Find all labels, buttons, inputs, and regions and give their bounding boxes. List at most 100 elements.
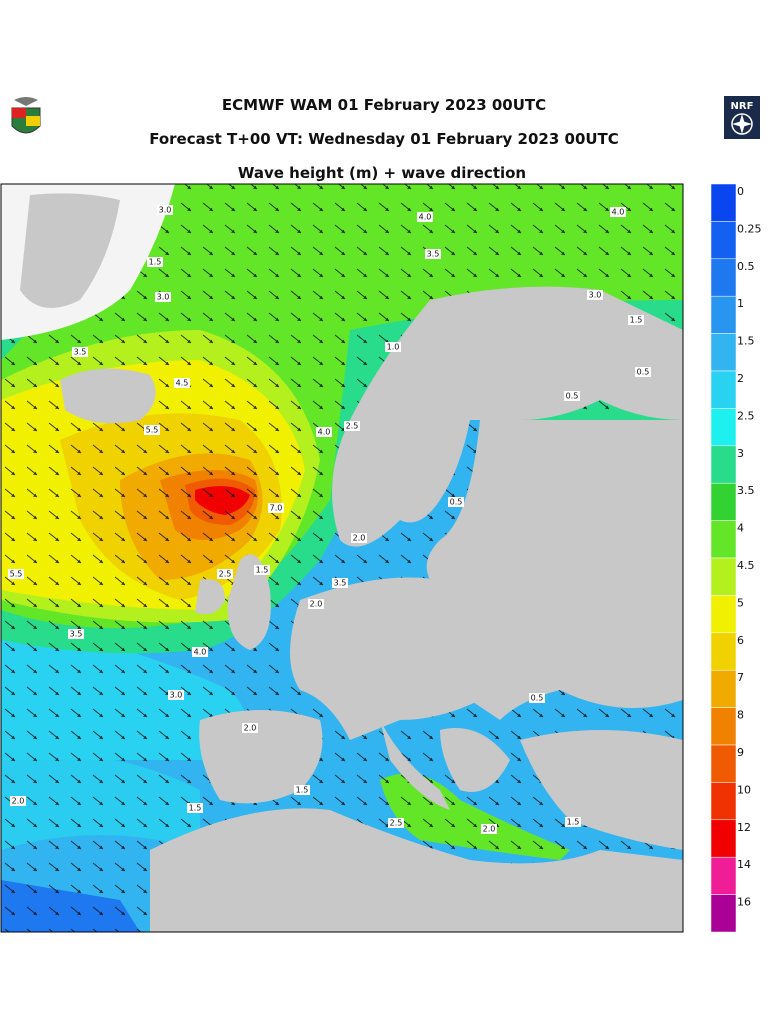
contour-label: 0.5 <box>637 368 650 377</box>
contour-label: 4.0 <box>194 648 207 657</box>
contour-label: 3.0 <box>157 293 170 302</box>
contour-label: 4.0 <box>318 428 331 437</box>
logo-text: NRF <box>731 101 754 112</box>
map-variable: Wave height (m) + wave direction <box>238 164 526 182</box>
colorbar-swatch <box>710 707 737 746</box>
contour-label: 3.0 <box>159 206 172 215</box>
contour-label-bg <box>72 347 88 357</box>
contour-label: 1.5 <box>630 316 643 325</box>
subtitle: Forecast T+00 VT: Wednesday 01 February … <box>149 130 619 148</box>
colorbar-label: 7 <box>737 671 744 684</box>
colorbar-swatch <box>710 221 737 260</box>
colorbar-label: 3.5 <box>737 484 755 497</box>
contour-label-bg <box>308 599 324 609</box>
colorbar-label: 4.5 <box>737 559 755 572</box>
colorbar-swatch <box>710 408 737 447</box>
contour-label-bg <box>417 212 433 222</box>
contour-label: 4.5 <box>176 379 189 388</box>
contour-label: 2.5 <box>219 570 232 579</box>
contour-label-bg <box>168 690 184 700</box>
contour-label: 1.5 <box>567 818 580 827</box>
colorbar-swatch <box>710 782 737 821</box>
colorbar-label: 2.5 <box>737 409 755 422</box>
colorbar-label: 5 <box>737 596 744 609</box>
contour-label-bg <box>192 647 208 657</box>
colorbar-swatch <box>710 819 737 858</box>
logo-right: NRF <box>724 96 760 139</box>
logo-left <box>11 97 41 134</box>
contour-label-bg <box>217 569 233 579</box>
contour-label-bg <box>294 785 310 795</box>
contour-label-bg <box>565 817 581 827</box>
colorbar-label: 16 <box>737 896 751 909</box>
contour-label-bg <box>157 205 173 215</box>
colorbar-label: 1.5 <box>737 335 755 348</box>
colorbar-label: 3 <box>737 447 744 460</box>
contour-label: 3.5 <box>74 348 87 357</box>
contour-label: 2.0 <box>483 825 496 834</box>
contour-label-bg <box>332 578 348 588</box>
colorbar-swatch <box>710 557 737 596</box>
contour-label-bg <box>388 818 404 828</box>
contour-label-bg <box>587 290 603 300</box>
contour-label: 4.0 <box>612 208 625 217</box>
contour-label: 5.5 <box>10 570 23 579</box>
contour-label-bg <box>144 425 160 435</box>
colorbar-label: 12 <box>737 821 751 834</box>
map: 3.0 1.5 3.0 3.5 4.5 5.5 4.0 3.5 4.0 3.0 1.5 0.5 0.5 1… <box>1 184 683 932</box>
contour-label-bg <box>628 315 644 325</box>
colorbar-label: 10 <box>737 783 751 796</box>
contour-label-bg <box>448 497 464 507</box>
colorbar-swatch <box>710 632 737 671</box>
contour-label: 3.0 <box>589 291 602 300</box>
contour-label: 2.5 <box>390 819 403 828</box>
contour-label: 2.0 <box>244 724 257 733</box>
colorbar-label: 0 <box>737 185 744 198</box>
colorbar-swatch <box>710 894 737 933</box>
colorbar-swatch <box>710 856 737 895</box>
colorbar-swatch <box>710 333 737 372</box>
colorbar-label: 1 <box>737 297 744 310</box>
contour-label: 4.0 <box>419 213 432 222</box>
contour-label-bg <box>254 565 270 575</box>
contour-label-bg <box>68 629 84 639</box>
contour-label: 1.0 <box>387 343 400 352</box>
contour-label: 3.5 <box>334 579 347 588</box>
contour-label: 5.5 <box>146 426 159 435</box>
contour-label-bg <box>610 207 626 217</box>
colorbar-swatch <box>710 482 737 521</box>
colorbar-swatch <box>710 669 737 708</box>
contour-label-bg <box>481 824 497 834</box>
contour-label-bg <box>147 257 163 267</box>
contour-label-bg <box>8 569 24 579</box>
colorbar-swatch <box>710 744 737 783</box>
colorbar-swatch <box>710 295 737 334</box>
colorbar-label: 0.25 <box>737 222 762 235</box>
title: ECMWF WAM 01 February 2023 00UTC <box>222 96 546 114</box>
colorbar-swatch <box>710 595 737 634</box>
colorbar-label: 4 <box>737 522 744 535</box>
contour-label: 0.5 <box>566 392 579 401</box>
contour-label: 2.0 <box>353 534 366 543</box>
contour-label-bg <box>635 367 651 377</box>
contour-label: 1.5 <box>149 258 162 267</box>
contour-label-bg <box>268 503 284 513</box>
contour-label: 0.5 <box>450 498 463 507</box>
colorbar-swatch <box>710 258 737 297</box>
contour-label: 3.5 <box>70 630 83 639</box>
contour-label: 1.5 <box>189 804 202 813</box>
contour-label-bg <box>385 342 401 352</box>
colorbar-swatch <box>710 445 737 484</box>
contour-label-bg <box>187 803 203 813</box>
contour-label: 3.0 <box>170 691 183 700</box>
contour-label-bg <box>425 249 441 259</box>
contour-label: 0.5 <box>531 694 544 703</box>
contour-label: 1.5 <box>256 566 269 575</box>
contour-label: 7.0 <box>270 504 283 513</box>
colorbar-label: 14 <box>737 858 751 871</box>
contour-label-bg <box>155 292 171 302</box>
colorbar-swatch <box>710 520 737 559</box>
map-frame <box>0 183 684 933</box>
colorbar-label: 6 <box>737 634 744 647</box>
